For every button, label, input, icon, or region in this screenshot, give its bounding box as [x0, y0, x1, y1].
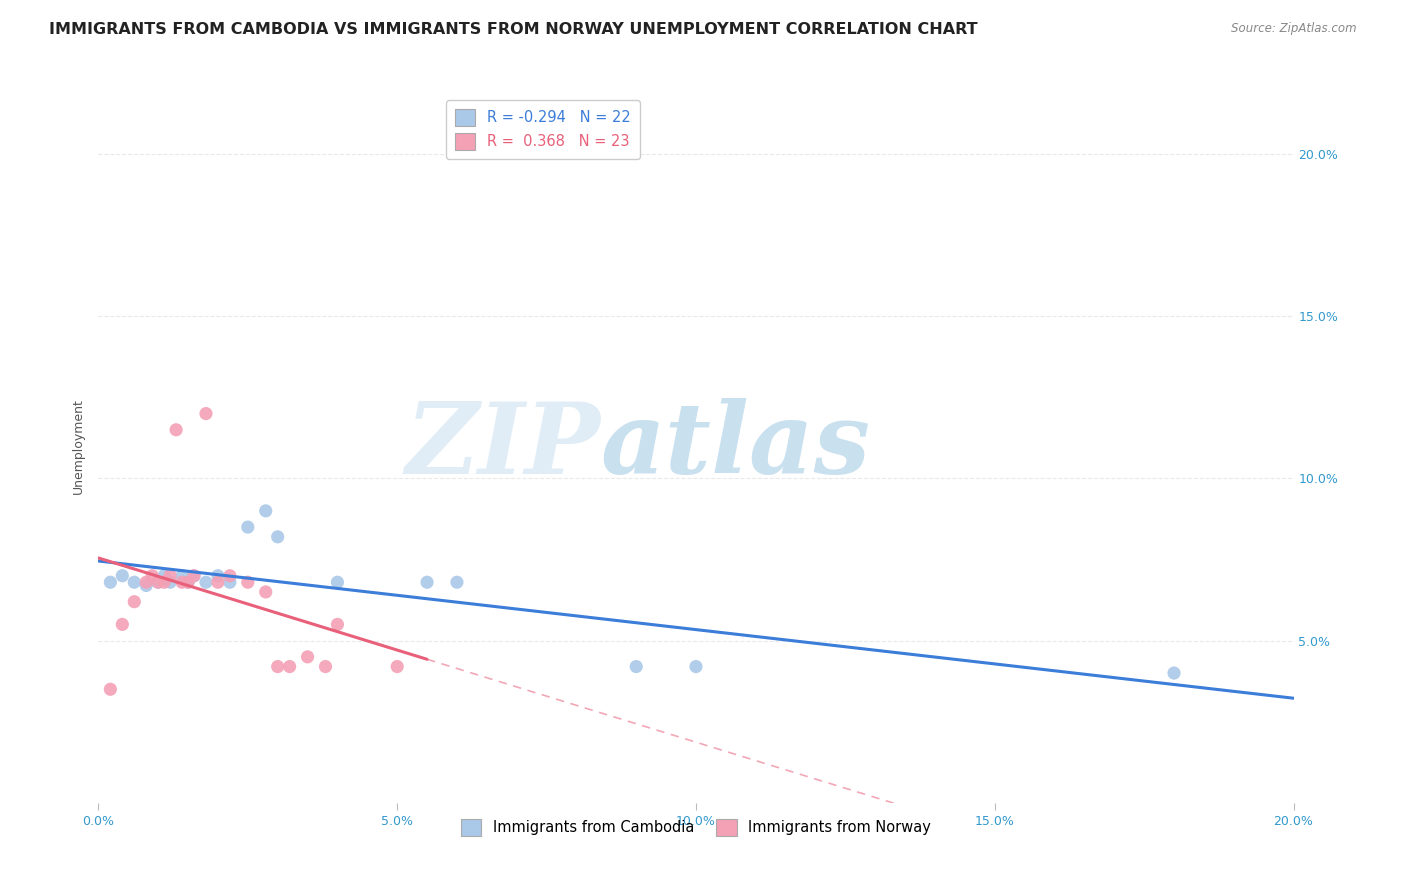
- Point: [685, 659, 707, 673]
- Point: [236, 575, 259, 590]
- Point: [135, 578, 157, 592]
- Point: [297, 649, 319, 664]
- Legend: Immigrants from Cambodia, Immigrants from Norway: Immigrants from Cambodia, Immigrants fro…: [456, 814, 936, 842]
- Text: atlas: atlas: [600, 398, 870, 494]
- Point: [1163, 666, 1185, 681]
- Text: Source: ZipAtlas.com: Source: ZipAtlas.com: [1232, 22, 1357, 36]
- Point: [326, 617, 349, 632]
- Point: [385, 659, 409, 673]
- Point: [267, 530, 290, 544]
- Point: [111, 568, 134, 582]
- Point: [315, 659, 337, 673]
- Point: [446, 575, 468, 590]
- Point: [195, 407, 218, 421]
- Point: [159, 575, 181, 590]
- Point: [326, 575, 349, 590]
- Point: [207, 575, 229, 590]
- Point: [626, 659, 648, 673]
- Point: [111, 617, 134, 632]
- Point: [159, 568, 181, 582]
- Point: [236, 520, 259, 534]
- Point: [98, 682, 122, 697]
- Point: [124, 595, 146, 609]
- Point: [141, 568, 163, 582]
- Point: [207, 568, 229, 582]
- Point: [267, 659, 290, 673]
- Point: [153, 575, 176, 590]
- Point: [148, 575, 170, 590]
- Point: [195, 575, 218, 590]
- Point: [177, 575, 200, 590]
- Point: [254, 504, 277, 518]
- Point: [124, 575, 146, 590]
- Y-axis label: Unemployment: Unemployment: [72, 398, 86, 494]
- Point: [254, 585, 277, 599]
- Point: [172, 568, 194, 582]
- Point: [98, 575, 122, 590]
- Point: [172, 575, 194, 590]
- Text: IMMIGRANTS FROM CAMBODIA VS IMMIGRANTS FROM NORWAY UNEMPLOYMENT CORRELATION CHAR: IMMIGRANTS FROM CAMBODIA VS IMMIGRANTS F…: [49, 22, 977, 37]
- Point: [148, 575, 170, 590]
- Point: [183, 568, 205, 582]
- Point: [219, 575, 242, 590]
- Point: [153, 568, 176, 582]
- Point: [183, 568, 205, 582]
- Point: [177, 575, 200, 590]
- Point: [219, 568, 242, 582]
- Point: [416, 575, 439, 590]
- Point: [135, 575, 157, 590]
- Text: ZIP: ZIP: [405, 398, 600, 494]
- Point: [165, 423, 187, 437]
- Point: [278, 659, 301, 673]
